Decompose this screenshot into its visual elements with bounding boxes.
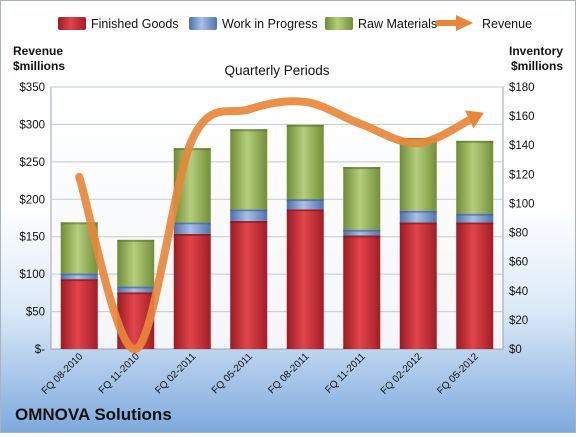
bar-work-in-progress [230, 209, 268, 221]
bar-finished-goods [399, 222, 437, 349]
bar-finished-goods [60, 279, 98, 349]
x-tick-label: FQ 11-2011 [323, 351, 368, 396]
bar-work-in-progress-edge [173, 222, 211, 225]
right-tick-label: $100 [509, 198, 535, 210]
bar-work-in-progress [60, 273, 98, 280]
x-tick-label: FQ 11-2010 [97, 351, 142, 396]
bar-raw-materials [456, 140, 494, 214]
right-tick-label: $40 [509, 286, 528, 298]
right-tick-label: $160 [509, 111, 535, 123]
bar-work-in-progress-edge [456, 213, 494, 216]
bar-work-in-progress [456, 213, 494, 223]
bar-work-in-progress [173, 222, 211, 235]
bar-stacks [60, 124, 494, 349]
x-tick-label: FQ 05-2011 [210, 351, 255, 396]
right-tick-label: $0 [509, 344, 522, 356]
bar-raw-materials [399, 137, 437, 211]
bar-work-in-progress [117, 286, 155, 293]
bar-finished-goods-edge [456, 222, 494, 225]
bar-raw-materials-edge [60, 222, 98, 225]
bar-finished-goods [343, 235, 381, 349]
legend-item-finished-goods: Finished Goods [58, 17, 179, 31]
left-axis-ticks: $- $50 $100 $150 $200 $250 $300 $350 [19, 82, 45, 356]
revenue-line [75, 97, 484, 353]
right-tick-label: $80 [509, 228, 528, 240]
left-tick-label: $50 [26, 307, 45, 319]
x-tick-label: FQ 02-2011 [153, 351, 198, 396]
bar-raw-materials [343, 167, 381, 230]
bar-finished-goods-edge [343, 235, 381, 238]
bar-finished-goods [456, 222, 494, 349]
x-axis-ticks: FQ 08-2010 FQ 11-2010 FQ 02-2011 FQ 05-2011… [40, 351, 481, 397]
chart-title: Quarterly Periods [224, 63, 329, 78]
bar-finished-goods [286, 209, 324, 349]
bar-raw-materials [230, 129, 268, 210]
bar-finished-goods-edge [399, 222, 437, 225]
revenue-line-path [75, 97, 479, 353]
x-tick-label: FQ 05-2012 [435, 351, 481, 397]
company-name: OMNOVA Solutions [15, 405, 172, 424]
right-tick-label: $20 [509, 315, 528, 327]
bar-raw-materials-edge [343, 167, 381, 170]
legend-label: Finished Goods [91, 17, 179, 31]
right-axis-title-line2: $millions [511, 59, 563, 73]
right-axis-title-line1: Inventory [509, 44, 563, 58]
bar-work-in-progress [286, 199, 324, 210]
bar-work-in-progress-edge [60, 273, 98, 276]
bar-finished-goods-edge [286, 209, 324, 212]
left-tick-label: $350 [19, 82, 45, 94]
bar-raw-materials-edge [456, 140, 494, 143]
bar-work-in-progress-edge [343, 229, 381, 232]
bar-work-in-progress-edge [286, 199, 324, 202]
bar-raw-materials-edge [117, 239, 155, 242]
left-tick-label: $300 [19, 119, 45, 131]
bar-raw-materials [117, 239, 155, 287]
bar-finished-goods-edge [117, 292, 155, 295]
legend-item-raw-materials: Raw Materials [325, 17, 437, 31]
bar-finished-goods [230, 220, 268, 349]
legend-item-revenue: Revenue [435, 15, 532, 31]
revenue-line-arrowhead [465, 110, 484, 129]
x-tick-label: FQ 02-2012 [379, 351, 425, 397]
right-tick-label: $140 [509, 140, 535, 152]
bar-finished-goods-edge [173, 234, 211, 237]
legend-label: Revenue [482, 17, 532, 31]
legend-label: Raw Materials [358, 17, 437, 31]
right-axis-ticks: $0 $20 $40 $60 $80 $100 $120 $140 $160 $180 [509, 82, 535, 356]
right-tick-label: $60 [509, 257, 528, 269]
left-axis-title-line2: $millions [13, 59, 65, 73]
bar-work-in-progress [343, 229, 381, 236]
legend: Finished Goods Work in Progress Raw Mate… [58, 15, 532, 31]
bar-work-in-progress-edge [230, 209, 268, 212]
left-tick-label: $150 [19, 232, 45, 244]
left-tick-label: $250 [19, 157, 45, 169]
left-tick-label: $- [35, 344, 45, 356]
legend-label: Work in Progress [222, 17, 318, 31]
bar-raw-materials-edge [230, 129, 268, 132]
bar-raw-materials [286, 124, 324, 200]
bar-raw-materials-edge [286, 124, 324, 127]
left-tick-label: $200 [19, 194, 45, 206]
bar-raw-materials-edge [399, 137, 437, 140]
bar-work-in-progress [399, 210, 437, 223]
left-tick-label: $100 [19, 269, 45, 281]
bar-work-in-progress-edge [117, 286, 155, 289]
x-tick-label: FQ 08-2010 [40, 351, 86, 397]
bar-finished-goods-edge [60, 279, 98, 282]
legend-item-work-in-progress: Work in Progress [189, 17, 318, 31]
left-axis-title-line1: Revenue [13, 44, 63, 58]
x-tick-label: FQ 08-2011 [266, 351, 311, 396]
bar-finished-goods-edge [230, 220, 268, 223]
bar-work-in-progress-edge [399, 210, 437, 213]
right-tick-label: $180 [509, 82, 535, 94]
right-tick-label: $120 [509, 169, 535, 181]
bar-finished-goods [173, 234, 211, 349]
